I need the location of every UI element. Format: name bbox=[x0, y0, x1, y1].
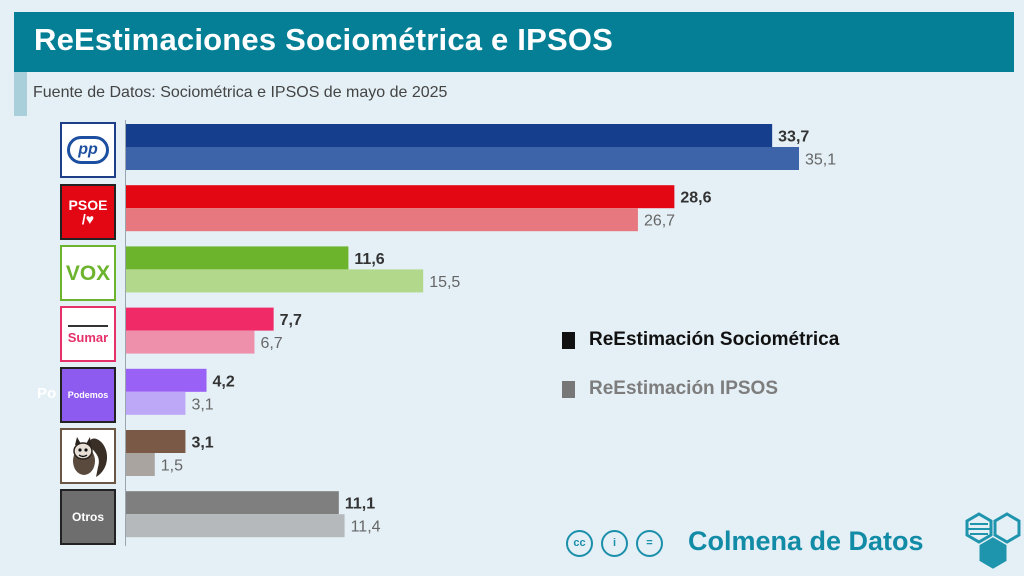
squirrel-logo bbox=[60, 428, 116, 484]
psoe-logo: PSOE /♥ bbox=[60, 184, 116, 240]
legend-swatch-ipsos bbox=[562, 380, 575, 398]
data-label-ipsos-6: 11,4 bbox=[351, 519, 381, 536]
legend-label-ipsos: ReEstimación IPSOS bbox=[589, 378, 779, 399]
bar-sociometrica-3 bbox=[126, 307, 274, 331]
category-axis-line bbox=[125, 120, 126, 546]
psoe-logo-text: PSOE bbox=[68, 197, 108, 213]
bar-ipsos-2 bbox=[126, 269, 424, 293]
subtitle-accent bbox=[14, 72, 27, 116]
data-label-sociometrica-1: 28,6 bbox=[680, 190, 711, 207]
data-label-ipsos-0: 35,1 bbox=[805, 152, 836, 169]
bar-ipsos-3 bbox=[126, 330, 255, 354]
bar-sociometrica-5 bbox=[126, 430, 186, 453]
cut-off-label: Po bbox=[37, 385, 57, 402]
bar-sociometrica-4 bbox=[126, 368, 207, 392]
bar-sociometrica-1 bbox=[126, 185, 675, 209]
legend-label-sociometrica: ReEstimación Sociométrica bbox=[589, 329, 840, 350]
bar-ipsos-4 bbox=[126, 391, 186, 415]
sumar-logo-text: Sumar bbox=[67, 329, 109, 345]
data-label-ipsos-1: 26,7 bbox=[644, 213, 675, 230]
data-label-ipsos-3: 6,7 bbox=[260, 335, 282, 352]
data-label-sociometrica-0: 33,7 bbox=[778, 129, 809, 146]
page-title: ReEstimaciones Sociométrica e IPSOS bbox=[34, 22, 614, 57]
bar-sociometrica-0 bbox=[126, 124, 773, 147]
no-derivatives-icon: = bbox=[636, 530, 663, 557]
legend-item-ipsos: ReEstimación IPSOS bbox=[562, 378, 778, 400]
pp-logo-mark: pp bbox=[67, 136, 109, 164]
data-label-ipsos-2: 15,5 bbox=[429, 274, 460, 291]
data-label-sociometrica-2: 11,6 bbox=[354, 251, 384, 268]
data-label-ipsos-4: 3,1 bbox=[191, 396, 213, 413]
data-label-sociometrica-5: 3,1 bbox=[191, 435, 213, 452]
psoe-logo-symbol: /♥ bbox=[81, 211, 95, 227]
bar-ipsos-0 bbox=[126, 147, 799, 170]
cc-icon: cc bbox=[566, 530, 593, 557]
sumar-logo-line bbox=[68, 324, 108, 327]
pp-logo: pp bbox=[60, 122, 116, 178]
creative-commons-badge: cc i = bbox=[566, 530, 671, 557]
bar-ipsos-6 bbox=[126, 514, 345, 538]
legend-item-sociometrica: ReEstimación Sociométrica bbox=[562, 329, 839, 351]
bar-sociometrica-2 bbox=[126, 246, 349, 270]
honeycomb-logo-icon bbox=[965, 512, 1021, 569]
podemos-logo: Podemos bbox=[60, 367, 116, 423]
legend-swatch-sociometrica bbox=[562, 331, 575, 349]
data-label-ipsos-5: 1,5 bbox=[161, 458, 183, 475]
sumar-logo: Sumar bbox=[60, 306, 116, 362]
title-bar: ReEstimaciones Sociométrica e IPSOS bbox=[14, 12, 1014, 72]
bar-sociometrica-6 bbox=[126, 491, 339, 515]
source-subtitle: Fuente de Datos: Sociométrica e IPSOS de… bbox=[33, 84, 448, 101]
vox-logo: VOX bbox=[60, 245, 116, 301]
data-label-sociometrica-3: 7,7 bbox=[280, 312, 302, 329]
brand-name: Colmena de Datos bbox=[688, 526, 924, 556]
data-label-sociometrica-4: 4,2 bbox=[213, 373, 235, 390]
data-label-sociometrica-6: 11,1 bbox=[345, 496, 375, 513]
otros-logo: Otros bbox=[60, 489, 116, 545]
bar-ipsos-1 bbox=[126, 208, 638, 232]
attribution-icon: i bbox=[601, 530, 628, 557]
bar-ipsos-5 bbox=[126, 453, 155, 476]
squirrel-icon bbox=[73, 437, 108, 477]
